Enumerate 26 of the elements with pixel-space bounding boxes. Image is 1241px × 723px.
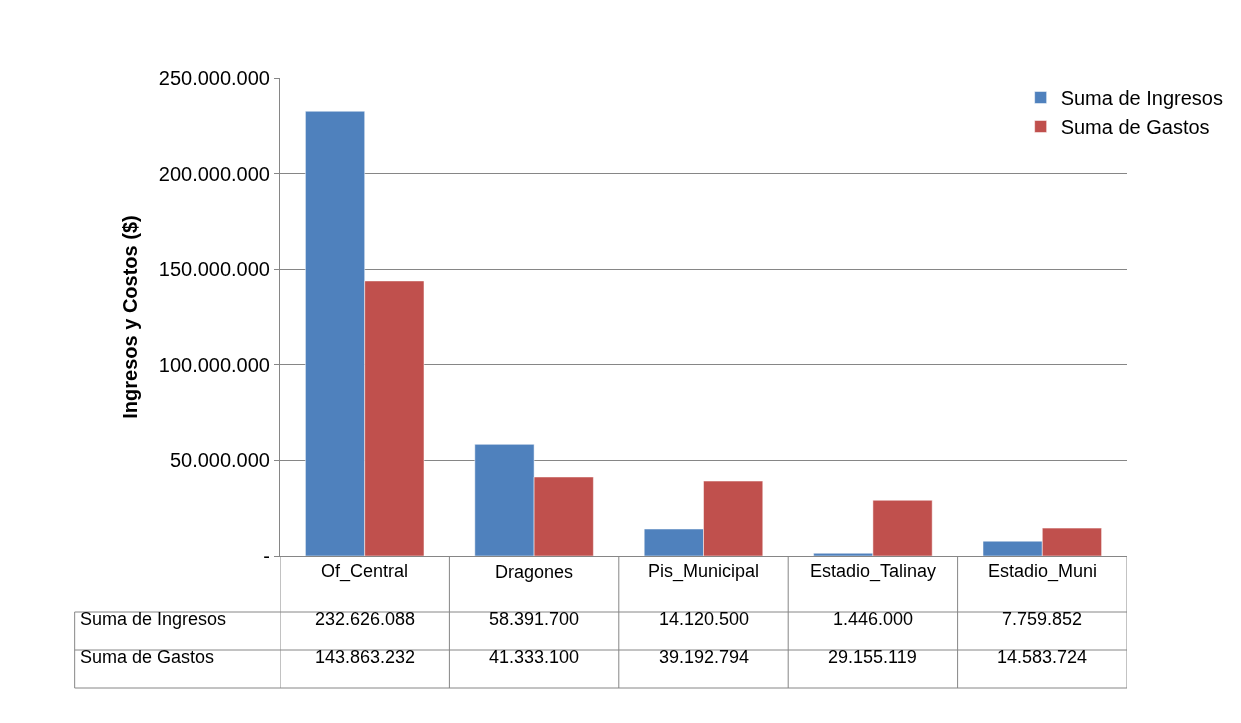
legend-label: Suma de Gastos xyxy=(1060,116,1210,139)
y-tick-label: 200.000.000 xyxy=(158,162,270,185)
data-label: 58.391.700 xyxy=(489,609,580,629)
y-tick-label: 250.000.000 xyxy=(158,67,270,89)
y-axis-title: Ingresos y Costos ($) xyxy=(119,215,142,419)
data-label: 7.759.852 xyxy=(1002,609,1083,629)
legend-label: Suma de Ingresos xyxy=(1060,87,1223,110)
data-label: 41.333.100 xyxy=(489,647,580,667)
x-tick-label: Estadio_Talinay xyxy=(810,561,937,582)
x-tick-label: Pis_Municipal xyxy=(648,561,760,582)
data-label: 14.120.500 xyxy=(659,609,750,629)
y-tick-label: 150.000.000 xyxy=(158,258,270,281)
data-label: 14.583.724 xyxy=(997,647,1088,667)
data-label: 39.192.794 xyxy=(659,647,750,667)
x-tick-label: Dragones xyxy=(495,562,574,582)
data-label: 232.626.088 xyxy=(315,609,416,629)
data-label: 1.446.000 xyxy=(833,609,914,629)
x-tick-label: Of_Central xyxy=(321,561,409,582)
data-label: 143.863.232 xyxy=(315,647,416,667)
y-tick-label: 50.000.000 xyxy=(169,449,270,472)
x-tick-label: Estadio_Muni xyxy=(988,561,1098,582)
y-tick-label: - xyxy=(263,545,270,567)
data-label: 29.155.119 xyxy=(828,647,917,667)
text: Suma de Gastos xyxy=(80,647,215,667)
text: Suma de Ingresos xyxy=(80,609,227,629)
y-tick-label: 100.000.000 xyxy=(158,353,270,376)
